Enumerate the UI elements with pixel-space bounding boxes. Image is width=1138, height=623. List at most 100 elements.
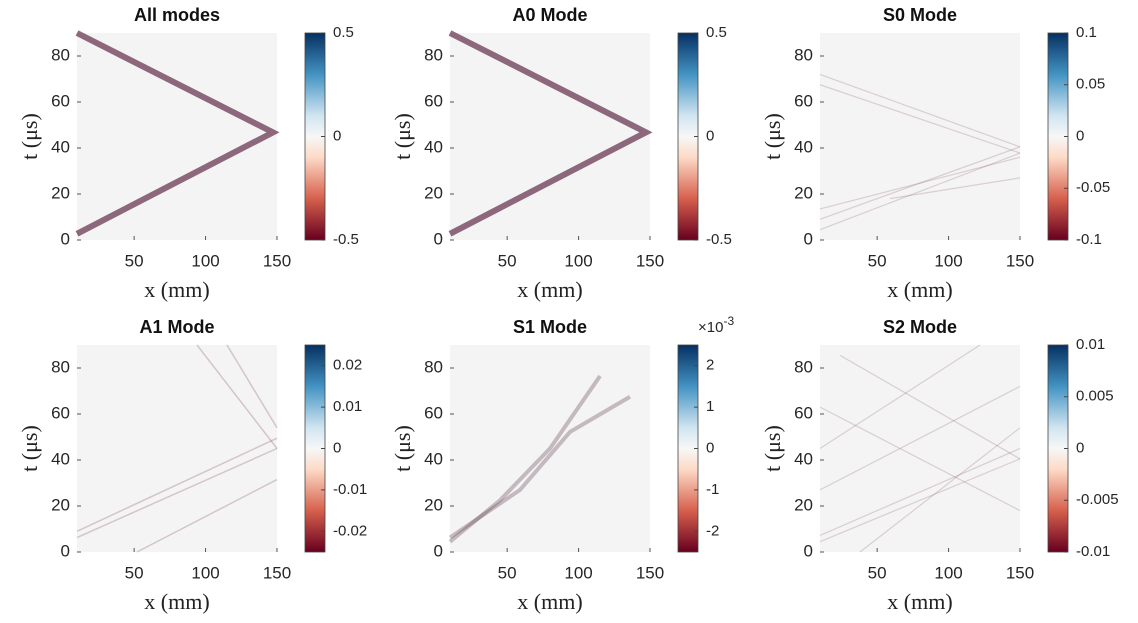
exponent-power: -3 xyxy=(723,314,734,328)
colorbar-tick-label: 0 xyxy=(1076,439,1084,456)
y-tick-label: 80 xyxy=(794,45,813,64)
colorbar-tick-label: 0.5 xyxy=(333,24,354,41)
subplot-title: S2 Mode xyxy=(883,317,957,337)
y-tick-label: 60 xyxy=(794,91,813,110)
y-tick-label: 80 xyxy=(51,357,70,376)
x-tick-label: 150 xyxy=(263,563,291,582)
colorbar-tick-label: -2 xyxy=(706,522,719,539)
x-tick-label: 50 xyxy=(868,563,887,582)
wave-pattern xyxy=(76,447,278,539)
colorbar-tick-label: 0.005 xyxy=(1076,388,1114,405)
wave-pattern xyxy=(819,146,1021,220)
wave-pattern xyxy=(136,478,278,553)
wave-pattern xyxy=(448,395,632,540)
colorbar-tick-label: -0.005 xyxy=(1076,491,1119,508)
wave-pattern xyxy=(819,152,1021,231)
subplot: A1 Mode 50 100 150 0 20 40 60 80 x (mm) t (μs) -0.0… xyxy=(17,317,367,614)
x-tick-label: 150 xyxy=(1006,251,1034,270)
colorbar-tick-label: -0.02 xyxy=(333,522,367,539)
colorbar-tick-label: 0.01 xyxy=(1076,336,1105,353)
colorbar-tick-label: 1 xyxy=(706,398,714,415)
x-tick-label: 150 xyxy=(263,251,291,270)
colorbar-tick-label: 0 xyxy=(1076,127,1084,144)
wave-pattern xyxy=(819,156,1021,210)
x-tick-label: 50 xyxy=(125,563,144,582)
y-tick-label: 0 xyxy=(434,229,443,248)
y-tick-label: 60 xyxy=(424,91,443,110)
heatmap-area xyxy=(77,33,277,240)
x-tick-label: 100 xyxy=(564,563,592,582)
colorbar-tick-label: 0.01 xyxy=(333,398,362,415)
x-axis-label: x (mm) xyxy=(517,277,582,302)
y-axis-label: t (μs) xyxy=(17,113,42,160)
wave-pattern xyxy=(819,385,1021,491)
colorbar-tick-label: 2 xyxy=(706,357,714,374)
colorbar-tick-label: 0 xyxy=(706,127,714,144)
y-tick-label: 40 xyxy=(51,449,70,468)
colorbar-tick-label: -0.01 xyxy=(1076,543,1110,560)
colorbar-tick-label: 0 xyxy=(333,127,341,144)
heatmap-area xyxy=(77,345,277,552)
colorbar-tick-label: 0 xyxy=(706,439,714,456)
y-tick-label: 60 xyxy=(51,403,70,422)
wave-pattern xyxy=(226,344,278,429)
subplot: S2 Mode 50 100 150 0 20 40 60 80 x (mm) t (μs) -0.0… xyxy=(760,317,1119,614)
subplot-title: S0 Mode xyxy=(883,5,957,25)
y-tick-label: 80 xyxy=(424,357,443,376)
y-axis-label: t (μs) xyxy=(390,113,415,160)
subplot-title: All modes xyxy=(134,5,220,25)
x-axis-label: x (mm) xyxy=(887,589,952,614)
exponent-base: ×10 xyxy=(698,319,723,336)
heatmap-area xyxy=(450,33,650,240)
subplot-title: A0 Mode xyxy=(512,5,587,25)
wave-pattern xyxy=(76,437,278,532)
y-tick-label: 40 xyxy=(424,449,443,468)
colorbar-tick-label: -0.5 xyxy=(333,231,359,248)
y-tick-label: 20 xyxy=(51,495,70,514)
y-tick-label: 20 xyxy=(794,495,813,514)
colorbar-exponent: ×10-3 xyxy=(698,314,734,336)
subplot: A0 Mode 50 100 150 0 20 40 60 80 x (mm) t (μs) -0.5… xyxy=(390,5,732,302)
x-axis-label: x (mm) xyxy=(887,277,952,302)
subplot-title: S1 Mode xyxy=(513,317,587,337)
y-tick-label: 60 xyxy=(794,403,813,422)
y-tick-label: 0 xyxy=(804,229,813,248)
wave-pattern xyxy=(819,458,1021,543)
y-axis-label: t (μs) xyxy=(760,425,785,472)
x-tick-label: 150 xyxy=(636,251,664,270)
y-tick-label: 40 xyxy=(51,137,70,156)
wave-pattern xyxy=(819,447,1021,536)
x-tick-label: 100 xyxy=(191,251,219,270)
x-tick-label: 150 xyxy=(636,563,664,582)
colorbar-tick-label: 0.05 xyxy=(1076,76,1105,93)
wave-pattern xyxy=(859,427,1021,553)
wave-pattern xyxy=(839,354,1021,460)
y-tick-label: 20 xyxy=(51,183,70,202)
y-tick-label: 40 xyxy=(794,449,813,468)
y-axis-label: t (μs) xyxy=(760,113,785,160)
y-tick-label: 0 xyxy=(804,541,813,560)
heatmap-area xyxy=(820,33,1020,240)
y-tick-label: 20 xyxy=(794,183,813,202)
wave-pattern xyxy=(819,73,1021,148)
x-tick-label: 50 xyxy=(125,251,144,270)
x-tick-label: 50 xyxy=(498,563,517,582)
y-tick-label: 0 xyxy=(61,541,70,560)
y-tick-label: 20 xyxy=(424,183,443,202)
colorbar-tick-label: 0.5 xyxy=(706,24,727,41)
y-tick-label: 0 xyxy=(434,541,443,560)
y-axis-label: t (μs) xyxy=(390,425,415,472)
y-tick-label: 60 xyxy=(51,91,70,110)
subplot-title: A1 Mode xyxy=(139,317,214,337)
wave-pattern xyxy=(819,84,1021,154)
y-axis-label: t (μs) xyxy=(17,425,42,472)
colorbar-tick-label: -0.01 xyxy=(333,481,367,498)
x-tick-label: 100 xyxy=(564,251,592,270)
subplot: All modes 50 100 150 0 20 40 60 80 x (mm) t (μs) -0… xyxy=(17,5,359,302)
colorbar-tick-label: -1 xyxy=(706,481,719,498)
heatmap-area xyxy=(450,345,650,552)
x-tick-label: 50 xyxy=(868,251,887,270)
colorbar-tick-label: 0.02 xyxy=(333,357,362,374)
subplot: S0 Mode 50 100 150 0 20 40 60 80 x (mm) t (μs) -0.1… xyxy=(760,5,1110,302)
